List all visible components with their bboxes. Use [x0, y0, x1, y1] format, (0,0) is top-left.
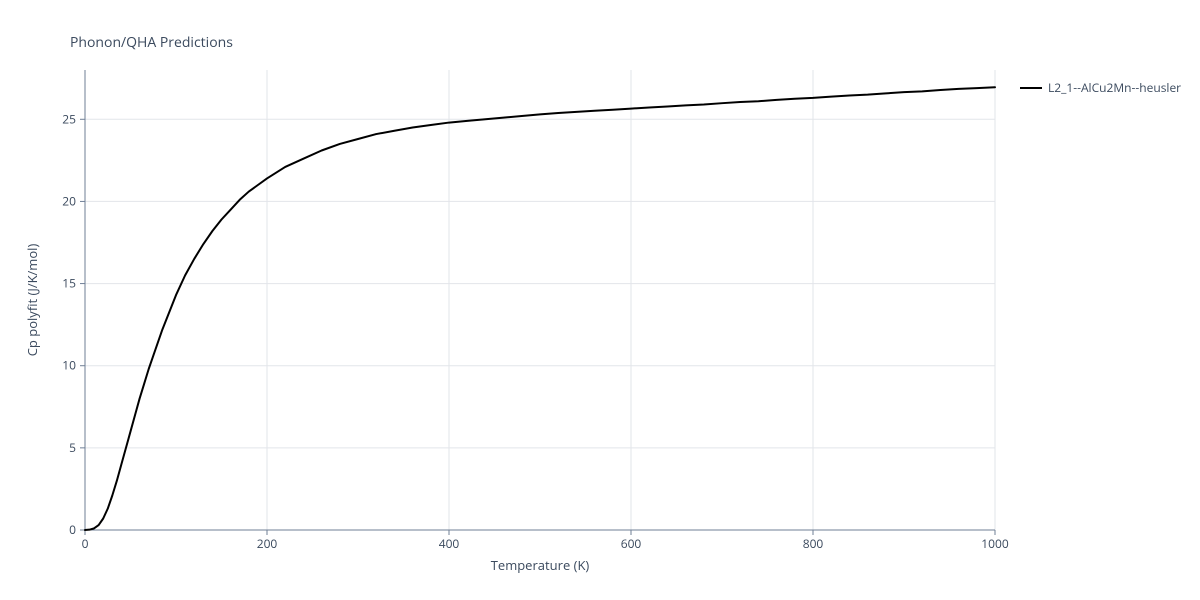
tick-label-x: 0	[82, 535, 89, 552]
axis-y-label: Cp polyfit (J/K/mol)	[23, 244, 41, 357]
tick-label-x: 800	[803, 535, 824, 552]
chart-container: Phonon/QHA Predictions 02004006008001000…	[0, 0, 1200, 600]
plot-background	[85, 70, 995, 530]
tick-label-x: 1000	[981, 535, 1009, 552]
tick-label-y: 5	[69, 439, 76, 456]
tick-label-y: 10	[62, 357, 76, 374]
tick-label-y: 20	[62, 192, 76, 209]
legend-label: L2_1--AlCu2Mn--heusler	[1048, 79, 1181, 96]
tick-label-y: 25	[62, 110, 76, 127]
axis-x-label: Temperature (K)	[491, 556, 590, 574]
tick-label-y: 15	[62, 275, 76, 292]
chart-svg: 0 200 400 600 800 1000 0 5 10 15 20 25 Temperature (…	[0, 0, 1200, 600]
tick-label-x: 600	[621, 535, 642, 552]
tick-label-y: 0	[69, 521, 76, 538]
tick-label-x: 200	[257, 535, 278, 552]
tick-label-x: 400	[439, 535, 460, 552]
